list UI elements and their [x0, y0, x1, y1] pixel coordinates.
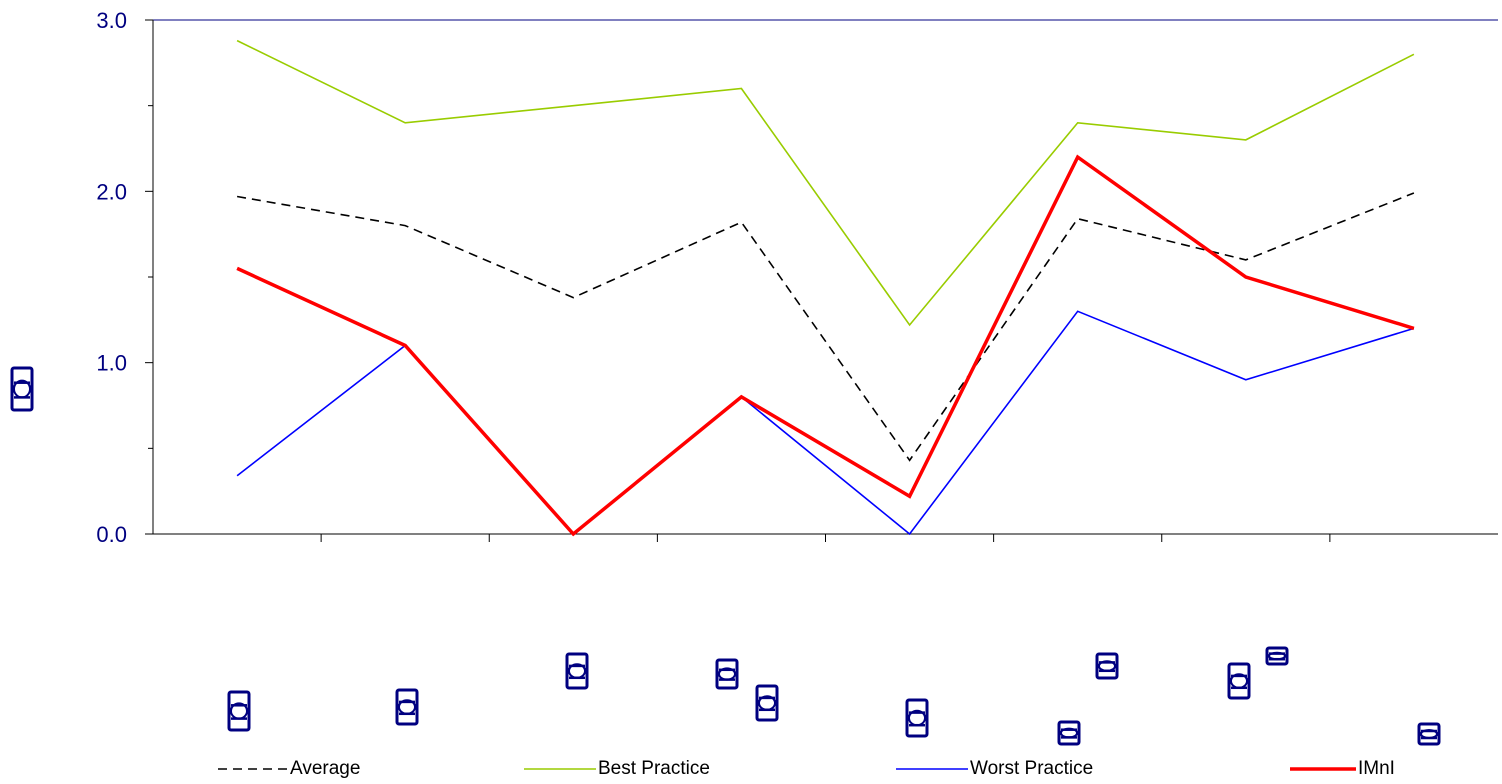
garbled-category-label	[1227, 662, 1251, 700]
legend-label-best-practice: Best Practice	[598, 758, 710, 779]
garbled-category-label	[565, 652, 589, 690]
series-line-worst-practice	[236, 310, 1415, 536]
garbled-category-label	[1265, 646, 1289, 666]
legend: Average Best Practice Worst Practice IMn…	[0, 755, 1502, 783]
line-chart: 0.0 1.0 2.0 3.0	[10, 8, 1498, 746]
y-tick-label: 3.0	[96, 8, 127, 33]
legend-swatch-average	[218, 768, 288, 770]
axes: 0.0 1.0 2.0 3.0	[96, 8, 1498, 547]
garbled-category-label	[905, 698, 929, 738]
garbled-category-label	[227, 690, 251, 732]
series-line-average	[236, 192, 1415, 462]
legend-label-average: Average	[290, 758, 361, 779]
series-line-best-practice	[236, 39, 1415, 327]
legend-swatch-worst-practice	[896, 768, 968, 770]
garbled-category-label	[395, 688, 419, 726]
legend-item-average: Average	[216, 755, 360, 783]
legend-swatch-imni	[1290, 767, 1356, 771]
legend-swatch-best-practice	[524, 768, 596, 770]
legend-item-imni: IMnI	[1290, 755, 1395, 783]
garbled-category-label	[1057, 720, 1081, 746]
y-tick-label: 2.0	[96, 179, 127, 204]
garbled-category-label	[1095, 652, 1119, 680]
garbled-y-axis-label	[10, 366, 34, 412]
garbled-category-label	[755, 684, 779, 722]
garbled-category-label	[715, 658, 739, 690]
legend-label-imni: IMnI	[1358, 758, 1395, 779]
series-layer	[236, 39, 1415, 537]
series-line-imni	[236, 154, 1415, 537]
y-tick-label: 1.0	[96, 351, 127, 376]
legend-label-worst-practice: Worst Practice	[970, 758, 1094, 779]
garbled-category-label	[1417, 722, 1441, 746]
legend-item-worst-practice: Worst Practice	[896, 755, 1093, 783]
garbled-category-labels	[10, 366, 1441, 746]
legend-item-best-practice: Best Practice	[524, 755, 710, 783]
y-tick-label: 0.0	[96, 522, 127, 547]
